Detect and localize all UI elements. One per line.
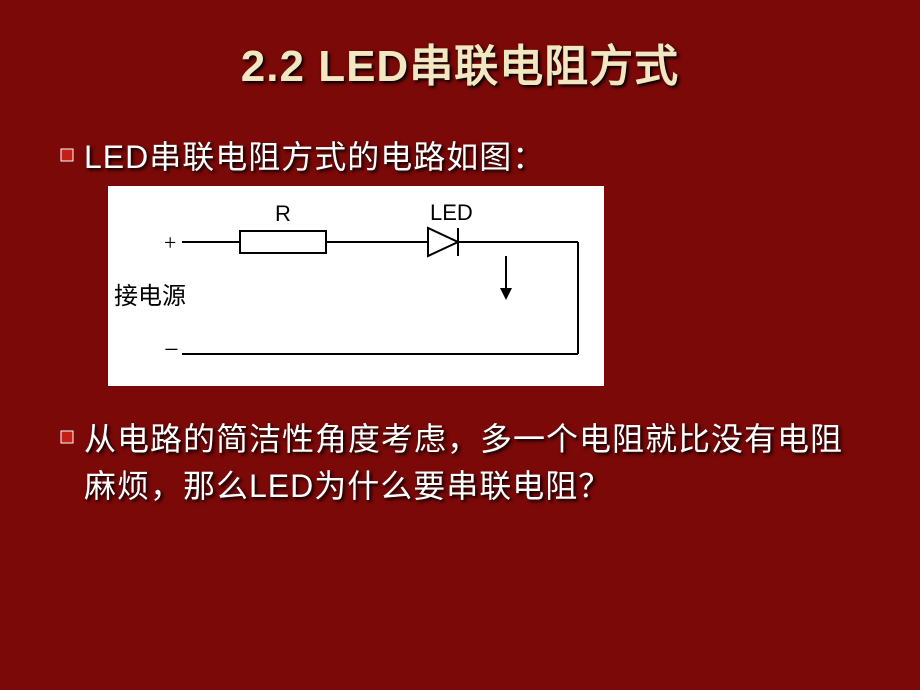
bullet-row: 从电路的简洁性角度考虑，多一个电阻就比没有电阻麻烦，那么LED为什么要串联电阻？	[60, 416, 860, 509]
bullet-text: LED串联电阻方式的电路如图：	[84, 134, 545, 180]
svg-text:接电源: 接电源	[114, 283, 186, 310]
bullet-icon	[60, 148, 74, 162]
slide-title: 2.2 LED串联电阻方式	[60, 30, 860, 94]
bullet-text: 从电路的简洁性角度考虑，多一个电阻就比没有电阻麻烦，那么LED为什么要串联电阻？	[84, 416, 860, 509]
circuit-diagram: + − 接电源 R LED	[108, 186, 604, 386]
circuit-diagram-wrap: + − 接电源 R LED	[108, 186, 860, 386]
bullet-row: LED串联电阻方式的电路如图：	[60, 134, 860, 180]
svg-text:LED: LED	[430, 200, 473, 225]
svg-text:R: R	[275, 201, 291, 226]
slide: 2.2 LED串联电阻方式 LED串联电阻方式的电路如图： +−接电源RLED …	[0, 0, 920, 690]
bullet-icon	[60, 430, 74, 444]
svg-text:−: −	[164, 335, 179, 364]
svg-text:+: +	[164, 230, 176, 255]
